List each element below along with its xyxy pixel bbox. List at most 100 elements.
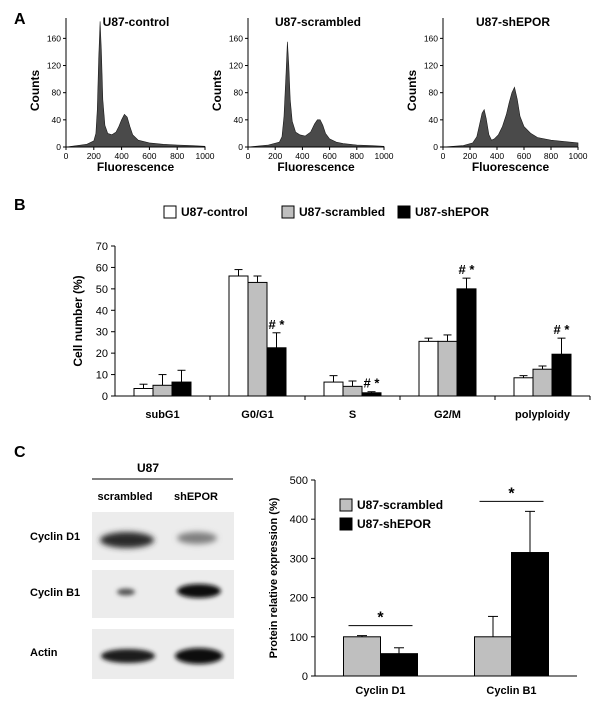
bar bbox=[511, 552, 549, 677]
x-tick-label: 1000 bbox=[569, 151, 588, 161]
significance-annotation: # * bbox=[269, 317, 286, 332]
histogram-title: U87-shEPOR bbox=[476, 15, 550, 29]
bar bbox=[323, 381, 344, 397]
bar bbox=[551, 353, 572, 397]
x-tick-label: 200 bbox=[87, 151, 101, 161]
y-axis-label: Counts bbox=[210, 70, 224, 112]
lane-label-shepor: shEPOR bbox=[174, 491, 218, 503]
y-tick-label: 120 bbox=[47, 61, 61, 71]
y-tick-label: 120 bbox=[424, 61, 438, 71]
band-cyclin-b1-shepor bbox=[177, 584, 221, 598]
x-tick-label: 800 bbox=[350, 151, 364, 161]
y-tick-label: 0 bbox=[238, 142, 243, 152]
y-tick-label: 300 bbox=[290, 553, 308, 565]
bar bbox=[342, 385, 363, 397]
x-tick-label: 1000 bbox=[375, 151, 394, 161]
x-tick-label: 600 bbox=[517, 151, 531, 161]
histogram-shepor: 0 40 80 120 160 0 200 400 600 800 1000 U87-shEPOR Fl… bbox=[405, 15, 588, 174]
histogram-title: U87-control bbox=[103, 15, 170, 29]
y-tick-label: 70 bbox=[96, 241, 108, 253]
y-tick-label: 100 bbox=[290, 632, 308, 644]
row-label-cyclin-d1: Cyclin D1 bbox=[30, 531, 80, 543]
panel-a-letter: A bbox=[14, 11, 26, 28]
bar bbox=[228, 275, 249, 397]
x-tick-label: 400 bbox=[295, 151, 309, 161]
band-cyclin-b1-scrambled bbox=[117, 588, 135, 596]
bar bbox=[266, 347, 287, 397]
bar bbox=[133, 388, 154, 397]
legend-swatch bbox=[163, 205, 177, 219]
bar bbox=[532, 368, 553, 397]
row-label-cyclin-b1: Cyclin B1 bbox=[30, 587, 80, 599]
legend-label: U87-shEPOR bbox=[415, 205, 489, 219]
x-tick-label: 0 bbox=[441, 151, 446, 161]
y-tick-label: 400 bbox=[290, 514, 308, 526]
y-axis-label: Protein relative expression (%) bbox=[268, 497, 280, 658]
bar bbox=[513, 377, 534, 397]
y-tick-label: 200 bbox=[290, 593, 308, 605]
band-actin-scrambled bbox=[101, 649, 155, 663]
y-tick-label: 40 bbox=[234, 115, 244, 125]
significance-annotation: # * bbox=[364, 376, 381, 391]
histogram-area bbox=[65, 21, 206, 148]
category-label: Cyclin B1 bbox=[486, 685, 536, 697]
x-tick-label: 1000 bbox=[196, 151, 215, 161]
legend-label: U87-control bbox=[181, 205, 248, 219]
bar bbox=[380, 653, 418, 677]
y-axis-label: Cell number (%) bbox=[71, 275, 85, 366]
histogram-scrambled: 0 40 80 120 160 0 200 400 600 800 1000 U87-scramble… bbox=[210, 15, 394, 174]
bar bbox=[361, 392, 382, 397]
y-tick-label: 20 bbox=[96, 348, 108, 360]
x-axis-label: Fluorescence bbox=[472, 160, 550, 174]
x-tick-label: 0 bbox=[64, 151, 69, 161]
x-axis-label: Fluorescence bbox=[97, 160, 175, 174]
y-tick-label: 40 bbox=[52, 115, 62, 125]
histogram-area bbox=[442, 86, 579, 148]
histogram-title: U87-scrambled bbox=[275, 15, 361, 29]
histogram-area bbox=[247, 41, 385, 148]
y-tick-label: 0 bbox=[102, 391, 108, 403]
legend-label: U87-scrambled bbox=[299, 205, 385, 219]
y-tick-label: 160 bbox=[229, 33, 243, 43]
y-tick-label: 40 bbox=[96, 305, 108, 317]
y-tick-label: 500 bbox=[290, 475, 308, 487]
legend-label: U87-shEPOR bbox=[357, 517, 431, 531]
y-tick-label: 50 bbox=[96, 284, 108, 296]
category-label: S bbox=[349, 409, 356, 421]
category-label: Cyclin D1 bbox=[355, 685, 405, 697]
significance-star: * bbox=[508, 485, 515, 502]
category-label: subG1 bbox=[145, 409, 179, 421]
bar bbox=[171, 381, 192, 397]
category-label: G2/M bbox=[434, 409, 461, 421]
x-tick-label: 600 bbox=[323, 151, 337, 161]
x-tick-label: 200 bbox=[463, 151, 477, 161]
histogram-control: 0 40 80 120 160 0 200 400 600 800 1000 U87-control F… bbox=[28, 15, 215, 174]
x-tick-label: 400 bbox=[490, 151, 504, 161]
protein-expression-bar-chart: 0 100 200 300 400 500 Protein relative express… bbox=[268, 475, 577, 697]
band-actin-shepor bbox=[175, 648, 223, 664]
x-tick-label: 800 bbox=[544, 151, 558, 161]
y-axis-label: Counts bbox=[405, 70, 419, 112]
bar bbox=[343, 636, 381, 677]
y-tick-label: 40 bbox=[429, 115, 439, 125]
y-tick-label: 120 bbox=[229, 61, 243, 71]
significance-star: * bbox=[377, 610, 384, 627]
x-tick-label: 0 bbox=[246, 151, 251, 161]
legend-label: U87-scrambled bbox=[357, 498, 443, 512]
x-tick-label: 600 bbox=[142, 151, 156, 161]
western-blot: U87 scrambled shEPOR Cyclin D1 Cyclin B1… bbox=[30, 461, 234, 679]
x-tick-label: 200 bbox=[268, 151, 282, 161]
legend-swatch bbox=[281, 205, 295, 219]
legend-swatch bbox=[339, 498, 353, 512]
band-cyclin-d1-shepor bbox=[177, 532, 217, 544]
y-tick-label: 30 bbox=[96, 327, 108, 339]
y-tick-label: 80 bbox=[234, 88, 244, 98]
bar bbox=[474, 636, 512, 677]
x-axis-label: Fluorescence bbox=[277, 160, 355, 174]
y-tick-label: 10 bbox=[96, 370, 108, 382]
bar bbox=[418, 340, 439, 397]
legend-swatch bbox=[339, 517, 353, 531]
lane-label-scrambled: scrambled bbox=[97, 491, 152, 503]
cell-cycle-bar-chart: 0 10 20 30 40 50 60 70 Cell number (%) subG1 # * G0… bbox=[71, 205, 591, 421]
y-tick-label: 0 bbox=[302, 671, 308, 683]
